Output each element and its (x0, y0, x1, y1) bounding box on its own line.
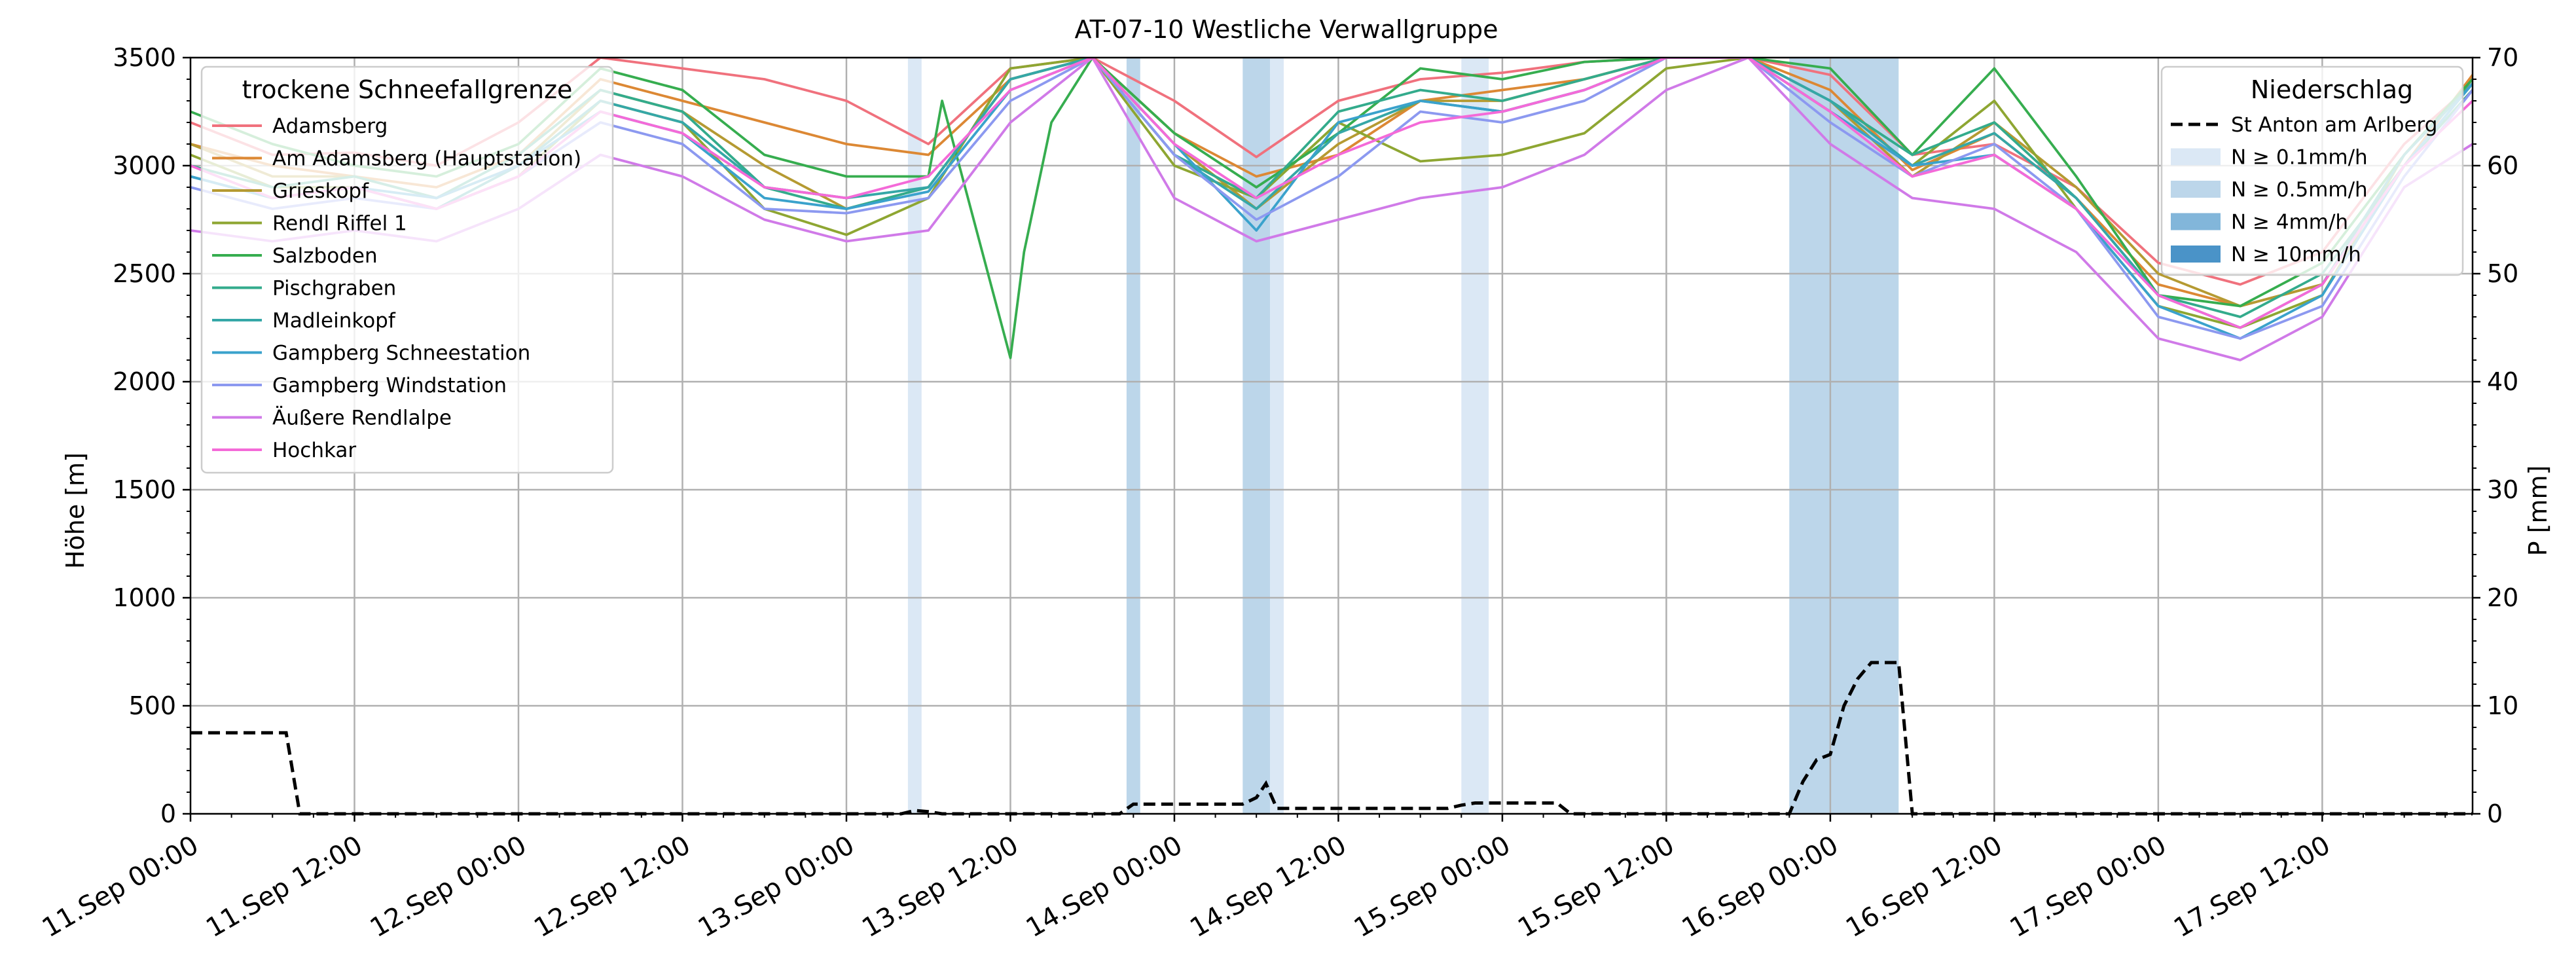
legend-label: Rendl Riffel 1 (272, 212, 407, 236)
legend-swatch (2171, 181, 2221, 198)
precip-line (190, 661, 2473, 816)
precip-band (1461, 58, 1489, 814)
y-right-tick-label: 10 (2487, 691, 2518, 720)
legend-title: trockene Schneefallgrenze (242, 75, 573, 104)
legend-label: Hochkar (272, 439, 356, 462)
y-left-tick-label: 2000 (113, 367, 176, 396)
legend-label: Gampberg Windstation (272, 374, 507, 397)
legend-label: Am Adamsberg (Hauptstation) (272, 147, 581, 171)
legend-swatch (2171, 148, 2221, 166)
legend-swatch (2171, 213, 2221, 230)
precip-band (1243, 58, 1271, 814)
legend-precip: Niederschlag St Anton am Arlberg N ≥ 0.1mm… (2160, 65, 2464, 276)
y-axis-left-label: Höhe [m] (61, 452, 90, 569)
precip-band (907, 58, 922, 814)
y-axis-right-label: P [mm] (2524, 465, 2552, 556)
y-left-tick-label: 1000 (113, 583, 176, 612)
y-left-tick-label: 0 (160, 799, 176, 828)
legend-label: Madleinkopf (272, 309, 396, 333)
legend-label: Äußere Rendlalpe (272, 407, 452, 430)
legend-swatch (2171, 246, 2221, 263)
y-right-tick-label: 40 (2487, 367, 2518, 396)
y-left-tick-label: 1500 (113, 475, 176, 504)
y-left-tick-label: 2500 (113, 259, 176, 288)
legend-box (2160, 65, 2464, 276)
legend-label: N ≥ 4mm/h (2231, 211, 2348, 234)
legend-label: Gampberg Schneestation (272, 342, 530, 365)
y-left-tick-label: 3000 (113, 151, 176, 180)
precip-band (1126, 58, 1140, 814)
legend-label: Pischgraben (272, 277, 396, 301)
y-right-tick-label: 30 (2487, 475, 2518, 504)
legend-label: Grieskopf (272, 179, 369, 203)
legend-label: N ≥ 10mm/h (2231, 243, 2361, 266)
chart-title: AT-07-10 Westliche Verwallgruppe (1075, 15, 1498, 44)
legend-label: N ≥ 0.1mm/h (2231, 146, 2368, 170)
legend-box (200, 65, 614, 474)
y-right-tick-label: 70 (2487, 43, 2518, 72)
series-line (190, 58, 2473, 359)
y-right-tick-label: 50 (2487, 259, 2518, 288)
y-right-tick-label: 0 (2487, 799, 2503, 828)
y-right-tick-label: 20 (2487, 583, 2518, 612)
precip-band (1789, 58, 1899, 814)
precip-shading (907, 58, 1899, 814)
legend-label: Adamsberg (272, 115, 388, 138)
y-right-tick-label: 60 (2487, 151, 2518, 180)
legend-label: Salzboden (272, 244, 378, 268)
precip-series (190, 661, 2473, 816)
y-left-tick-label: 500 (128, 691, 176, 720)
precip-band (1270, 58, 1284, 814)
legend-title: Niederschlag (2251, 75, 2413, 104)
legend-label: N ≥ 0.5mm/h (2231, 178, 2368, 202)
legend-snowline: trockene Schneefallgrenze Adamsberg Am Ada… (200, 65, 614, 474)
plot-frame (189, 56, 2474, 815)
y-left-tick-label: 3500 (113, 43, 176, 72)
legend-label: St Anton am Arlberg (2231, 113, 2437, 137)
